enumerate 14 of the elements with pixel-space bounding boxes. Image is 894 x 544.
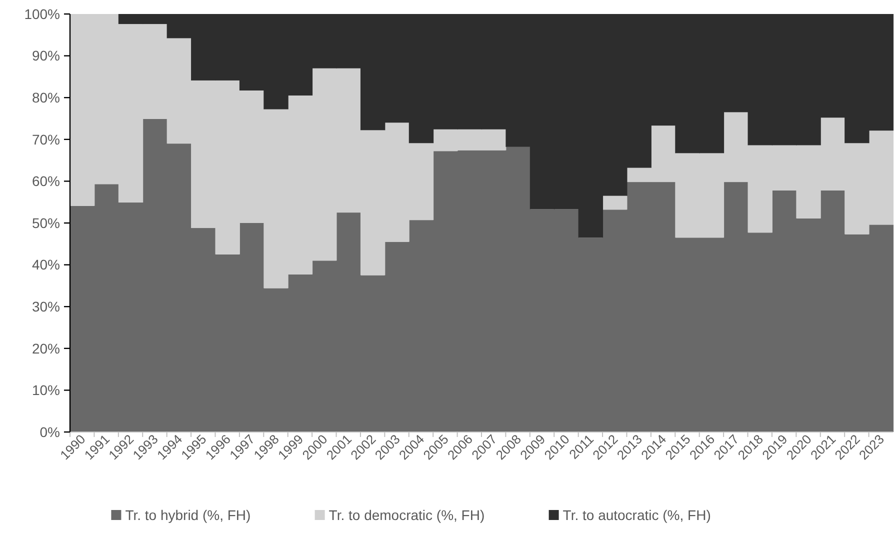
y-tick-label: 10% <box>32 382 60 398</box>
y-tick-label: 70% <box>32 131 60 148</box>
legend-label: Tr. to democratic (%, FH) <box>328 507 485 523</box>
y-tick-label: 50% <box>32 214 60 231</box>
legend-label: Tr. to autocratic (%, FH) <box>562 507 711 523</box>
y-tick-label: 0% <box>40 424 60 440</box>
y-tick-label: 80% <box>32 90 60 106</box>
y-tick-label: 100% <box>24 6 60 22</box>
y-tick-label: 60% <box>32 173 60 190</box>
y-tick-label: 20% <box>32 340 60 356</box>
y-tick-label: 90% <box>32 48 60 64</box>
y-tick-label: 30% <box>32 298 60 314</box>
legend-label: Tr. to hybrid (%, FH) <box>125 507 251 523</box>
y-tick-label: 40% <box>32 256 60 273</box>
